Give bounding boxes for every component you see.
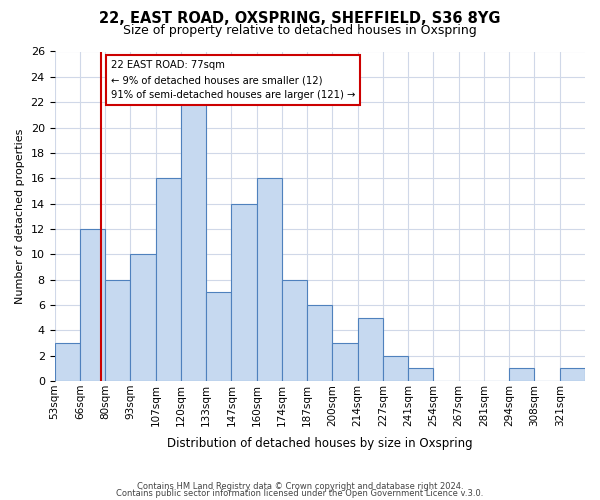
Bar [232, 204, 257, 381]
Bar [130, 254, 155, 381]
Text: Contains HM Land Registry data © Crown copyright and database right 2024.: Contains HM Land Registry data © Crown c… [137, 482, 463, 491]
Bar [358, 318, 383, 381]
Bar [257, 178, 282, 381]
Bar [560, 368, 585, 381]
Bar [383, 356, 408, 381]
Bar [509, 368, 535, 381]
Bar [105, 280, 130, 381]
Text: 22, EAST ROAD, OXSPRING, SHEFFIELD, S36 8YG: 22, EAST ROAD, OXSPRING, SHEFFIELD, S36 … [99, 11, 501, 26]
Bar [80, 229, 105, 381]
Bar [55, 343, 80, 381]
Bar [155, 178, 181, 381]
Text: Contains public sector information licensed under the Open Government Licence v.: Contains public sector information licen… [116, 489, 484, 498]
Text: 22 EAST ROAD: 77sqm
← 9% of detached houses are smaller (12)
91% of semi-detache: 22 EAST ROAD: 77sqm ← 9% of detached hou… [111, 60, 355, 100]
Text: Size of property relative to detached houses in Oxspring: Size of property relative to detached ho… [123, 24, 477, 37]
X-axis label: Distribution of detached houses by size in Oxspring: Distribution of detached houses by size … [167, 437, 473, 450]
Bar [332, 343, 358, 381]
Bar [408, 368, 433, 381]
Bar [206, 292, 232, 381]
Bar [282, 280, 307, 381]
Bar [307, 305, 332, 381]
Y-axis label: Number of detached properties: Number of detached properties [15, 128, 25, 304]
Bar [181, 102, 206, 381]
